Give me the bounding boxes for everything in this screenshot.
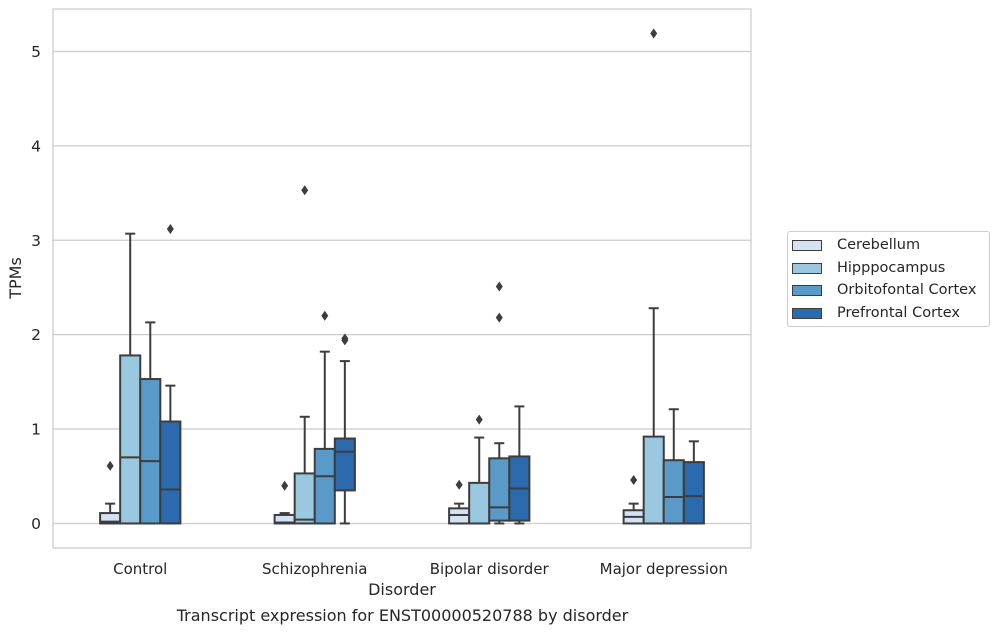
x-tick-label-major-depression: Major depression xyxy=(600,560,728,578)
outlier-cerebellum-control-0 xyxy=(106,460,114,471)
box-prefrontal-cortex-bipolar-disorder xyxy=(508,405,531,525)
legend-item-cerebellum: Cerebellum xyxy=(792,235,920,255)
outlier-prefrontal-cortex-schizophrenia-1 xyxy=(341,333,349,344)
legend-item-orbitofrontal: Orbitofontal Cortex xyxy=(792,280,976,300)
outlier-cerebellum-bipolar-disorder-0 xyxy=(455,479,463,490)
outlier-orbitofontal-cortex-bipolar-disorder-1 xyxy=(495,281,503,292)
box-cerebellum-schizophrenia xyxy=(273,480,296,525)
y-tick-label-4: 4 xyxy=(31,137,41,155)
figure-caption: Transcript expression for ENST0000052078… xyxy=(176,606,629,625)
y-tick-label-0: 0 xyxy=(31,515,41,533)
box-body-hipppocampus-schizophrenia xyxy=(293,472,316,525)
box-hipppocampus-schizophrenia xyxy=(293,185,316,525)
box-body-orbitofontal-cortex-major-depression xyxy=(662,459,685,525)
box-orbitofontal-cortex-control xyxy=(139,321,162,525)
box-body-prefrontal-cortex-major-depression xyxy=(682,461,705,525)
legend-label-hippocampus: Hipppocampus xyxy=(837,260,946,276)
y-axis-label: TPMs xyxy=(6,257,25,300)
x-tick-label-control: Control xyxy=(113,560,167,578)
box-orbitofontal-cortex-schizophrenia xyxy=(313,310,336,525)
outlier-orbitofontal-cortex-bipolar-disorder-0 xyxy=(495,312,503,323)
outlier-orbitofontal-cortex-schizophrenia-0 xyxy=(321,310,329,321)
legend-item-hippocampus: Hipppocampus xyxy=(792,258,945,278)
outlier-hipppocampus-schizophrenia-0 xyxy=(301,185,309,196)
box-body-hipppocampus-control xyxy=(119,354,142,525)
legend-label-cerebellum: Cerebellum xyxy=(837,237,921,253)
x-axis-label: Disorder xyxy=(368,580,436,599)
box-hipppocampus-major-depression xyxy=(642,28,665,525)
y-tick-label-1: 1 xyxy=(31,421,41,439)
x-tick-label-bipolar-disorder: Bipolar disorder xyxy=(430,560,550,578)
box-orbitofontal-cortex-bipolar-disorder xyxy=(488,281,511,525)
legend: Cerebellum Hipppocampus Orbitofontal Cor… xyxy=(787,231,990,327)
outlier-cerebellum-schizophrenia-0 xyxy=(281,480,289,491)
legend-item-prefrontal: Prefrontal Cortex xyxy=(792,303,960,323)
box-prefrontal-cortex-schizophrenia xyxy=(333,333,356,525)
box-body-hipppocampus-major-depression xyxy=(642,435,665,525)
y-tick-label-5: 5 xyxy=(31,43,41,61)
x-tick-label-schizophrenia: Schizophrenia xyxy=(262,560,367,578)
y-tick-label-3: 3 xyxy=(31,232,41,250)
box-body-hipppocampus-bipolar-disorder xyxy=(468,481,491,525)
box-body-orbitofontal-cortex-control xyxy=(139,378,162,525)
legend-swatch-prefrontal xyxy=(792,307,822,319)
x-tick-labels: Control Schizophrenia Bipolar disorder Majo… xyxy=(113,560,728,578)
box-group-schizophrenia xyxy=(273,185,356,525)
box-prefrontal-cortex-major-depression xyxy=(682,440,705,525)
box-group-major-depression xyxy=(622,28,705,525)
legend-swatch-cerebellum xyxy=(792,239,822,251)
outlier-hipppocampus-major-depression-0 xyxy=(650,28,658,39)
box-body-prefrontal-cortex-schizophrenia xyxy=(333,437,356,492)
box-groups xyxy=(99,28,705,525)
legend-label-orbitofrontal: Orbitofontal Cortex xyxy=(837,282,977,298)
box-cerebellum-major-depression xyxy=(622,475,645,525)
box-group-bipolar-disorder xyxy=(448,281,531,525)
y-tick-labels: 0 1 2 3 4 5 xyxy=(31,43,41,533)
outlier-cerebellum-major-depression-0 xyxy=(630,475,638,486)
legend-swatch-hippocampus xyxy=(792,262,822,274)
box-body-prefrontal-cortex-control xyxy=(159,420,182,525)
box-prefrontal-cortex-control xyxy=(159,223,182,525)
outlier-hipppocampus-bipolar-disorder-0 xyxy=(475,414,483,425)
legend-swatch-orbitofrontal xyxy=(792,284,822,296)
box-group-control xyxy=(99,223,182,525)
legend-label-prefrontal: Prefrontal Cortex xyxy=(837,305,960,321)
outlier-prefrontal-cortex-control-0 xyxy=(166,223,174,234)
y-tick-label-2: 2 xyxy=(31,326,41,344)
box-body-orbitofontal-cortex-bipolar-disorder xyxy=(488,457,511,522)
box-body-orbitofontal-cortex-schizophrenia xyxy=(313,447,336,525)
